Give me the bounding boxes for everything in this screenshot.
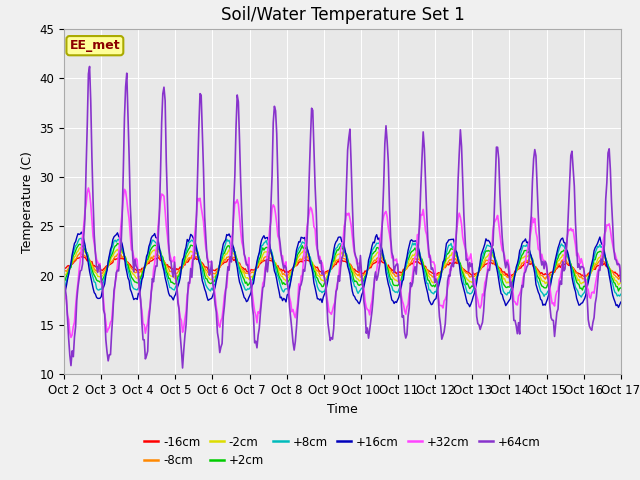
-16cm (296, 259, 304, 264)
+32cm (298, 273, 305, 279)
X-axis label: Time: Time (327, 403, 358, 416)
Y-axis label: Temperature (C): Temperature (C) (21, 151, 34, 252)
+16cm (77, 229, 85, 235)
+64cm (60, 279, 68, 285)
+2cm (296, 248, 304, 254)
-8cm (296, 256, 304, 262)
+2cm (234, 263, 242, 268)
-2cm (399, 270, 407, 276)
-8cm (373, 256, 381, 262)
Line: +64cm: +64cm (64, 66, 621, 368)
-8cm (76, 250, 84, 255)
+32cm (568, 228, 576, 234)
+8cm (234, 263, 242, 269)
-2cm (60, 274, 68, 280)
-16cm (234, 260, 242, 266)
+32cm (67, 335, 75, 340)
+8cm (77, 236, 85, 241)
+8cm (60, 282, 68, 288)
Legend: -16cm, -8cm, -2cm, +2cm, +8cm, +16cm, +32cm, +64cm: -16cm, -8cm, -2cm, +2cm, +8cm, +16cm, +3… (140, 431, 545, 472)
+2cm (617, 285, 625, 291)
Line: -2cm: -2cm (64, 248, 621, 285)
+8cm (399, 273, 407, 278)
+32cm (236, 214, 243, 219)
-16cm (617, 273, 625, 278)
-8cm (567, 263, 575, 268)
+2cm (116, 240, 124, 246)
+64cm (236, 137, 243, 143)
+32cm (617, 269, 625, 275)
+16cm (399, 276, 407, 282)
+64cm (568, 148, 576, 154)
-16cm (580, 274, 588, 279)
+2cm (567, 261, 575, 267)
+64cm (179, 365, 186, 371)
+64cm (401, 329, 408, 335)
+64cm (298, 282, 305, 288)
+32cm (374, 259, 381, 264)
Line: -8cm: -8cm (64, 252, 621, 280)
-8cm (617, 277, 625, 283)
-16cm (567, 263, 575, 268)
-16cm (60, 264, 68, 270)
-2cm (76, 245, 84, 251)
+32cm (60, 280, 68, 286)
Text: EE_met: EE_met (70, 39, 120, 52)
Line: +32cm: +32cm (64, 188, 621, 337)
-8cm (399, 270, 407, 276)
-16cm (470, 272, 478, 277)
+8cm (296, 244, 304, 250)
+32cm (401, 308, 408, 313)
+64cm (617, 278, 625, 284)
Line: +2cm: +2cm (64, 243, 621, 291)
+16cm (567, 264, 575, 270)
+2cm (60, 278, 68, 284)
+16cm (60, 291, 68, 297)
Line: +16cm: +16cm (64, 232, 621, 307)
+2cm (399, 269, 407, 275)
-2cm (373, 251, 381, 256)
+16cm (470, 290, 478, 296)
+8cm (373, 240, 381, 246)
Line: +8cm: +8cm (64, 239, 621, 297)
+8cm (567, 263, 575, 269)
-8cm (234, 261, 242, 266)
-2cm (614, 282, 622, 288)
+64cm (86, 63, 93, 69)
-2cm (234, 261, 242, 266)
-2cm (470, 277, 478, 283)
+16cm (296, 239, 304, 245)
-8cm (60, 268, 68, 274)
-16cm (399, 266, 407, 272)
+16cm (234, 273, 242, 278)
+16cm (614, 304, 622, 310)
+64cm (472, 287, 479, 292)
-2cm (617, 280, 625, 286)
+64cm (374, 273, 381, 279)
+16cm (373, 232, 381, 238)
+8cm (577, 294, 585, 300)
+32cm (84, 185, 92, 191)
+8cm (470, 284, 478, 289)
+2cm (614, 288, 622, 294)
Title: Soil/Water Temperature Set 1: Soil/Water Temperature Set 1 (221, 6, 464, 24)
-2cm (296, 252, 304, 258)
+16cm (617, 299, 625, 305)
Line: -16cm: -16cm (64, 256, 621, 276)
-2cm (567, 261, 575, 267)
+2cm (470, 280, 478, 286)
-8cm (470, 274, 478, 279)
+8cm (617, 291, 625, 297)
+2cm (373, 245, 381, 251)
-16cm (79, 253, 86, 259)
+32cm (472, 286, 479, 292)
-16cm (373, 259, 381, 264)
